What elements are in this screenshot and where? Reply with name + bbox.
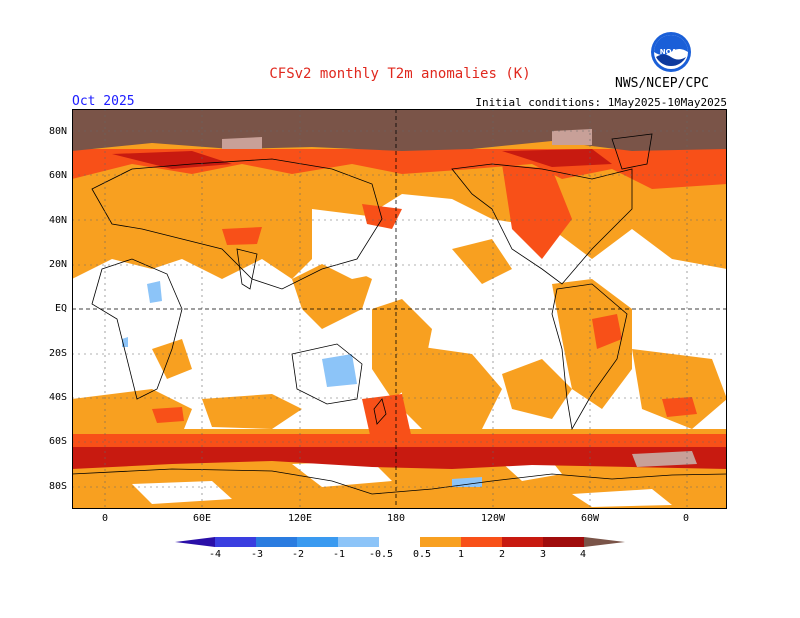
colorbar-label: 3 xyxy=(539,549,547,560)
lat-label-20s: 20S xyxy=(48,348,67,359)
lon-label-0-east: 0 xyxy=(682,513,690,524)
colorbar-swatch xyxy=(420,537,461,547)
colorbar-swatch xyxy=(256,537,297,547)
lon-label-120w: 120W xyxy=(480,513,506,524)
colorbar-label: -3 xyxy=(250,549,264,560)
lon-label-60w: 60W xyxy=(580,513,600,524)
logo-text: NOAA xyxy=(660,48,683,56)
forecast-month: Oct 2025 xyxy=(72,94,135,109)
anomaly-map xyxy=(72,109,727,509)
colorbar-label: -0.5 xyxy=(368,549,394,560)
colorbar-swatch xyxy=(461,537,502,547)
colorbar-swatch xyxy=(338,537,379,547)
agency-label: NWS/NCEP/CPC xyxy=(615,76,709,91)
colorbar-label: 0.5 xyxy=(412,549,432,560)
lat-label-20n: 20N xyxy=(48,259,67,270)
anomaly-2-3-region xyxy=(72,149,727,469)
equator-dateline xyxy=(72,109,727,509)
colorbar-swatch xyxy=(379,537,420,547)
map-frame xyxy=(72,109,727,509)
colorbar-swatch xyxy=(502,537,543,547)
colorbar-label: 4 xyxy=(579,549,587,560)
noaa-logo: NOAA xyxy=(651,32,691,72)
lat-label-60n: 60N xyxy=(48,170,67,181)
colorbar-label: -1 xyxy=(332,549,346,560)
cool-anomaly-region xyxy=(122,281,482,487)
colorbar-swatch xyxy=(297,537,338,547)
initial-conditions: Initial conditions: 1May2025-10May2025 xyxy=(475,96,727,109)
lat-label-60s: 60S xyxy=(48,436,67,447)
chart-title: CFSv2 monthly T2m anomalies (K) xyxy=(269,66,531,82)
colorbar-label: 2 xyxy=(498,549,506,560)
colorbar-label: 1 xyxy=(457,549,465,560)
anomaly-3-4-region xyxy=(222,129,697,467)
colorbar-label: -2 xyxy=(291,549,305,560)
lat-label-40s: 40S xyxy=(48,392,67,403)
lon-label-60e: 60E xyxy=(192,513,212,524)
colorbar-arrow-min xyxy=(175,537,215,547)
lat-label-eq: EQ xyxy=(54,303,67,314)
colorbar-swatch xyxy=(215,537,256,547)
lon-label-0: 0 xyxy=(101,513,109,524)
lat-label-40n: 40N xyxy=(48,215,67,226)
lat-label-80s: 80S xyxy=(48,481,67,492)
lat-label-80n: 80N xyxy=(48,126,67,137)
colorbar-arrow-max xyxy=(584,537,625,547)
colorbar xyxy=(175,537,625,547)
lon-label-180: 180 xyxy=(386,513,406,524)
colorbar-label: -4 xyxy=(208,549,222,560)
coastlines xyxy=(72,133,727,495)
colorbar-swatch xyxy=(543,537,584,547)
lon-label-120e: 120E xyxy=(287,513,313,524)
